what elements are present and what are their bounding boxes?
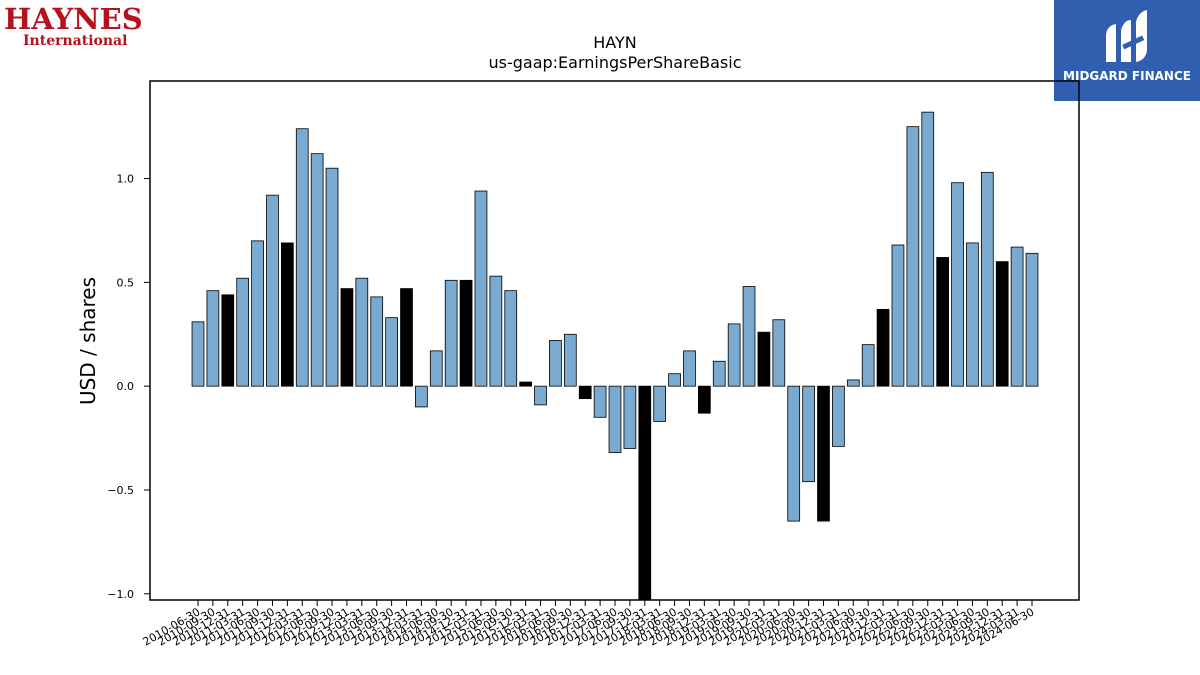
bar-2023-09-30	[980, 171, 994, 387]
y-tick-label: 0.5	[117, 276, 135, 289]
y-axis-label: USD / shares	[76, 277, 100, 405]
bar-2018-06-30	[668, 373, 681, 387]
bar-2022-03-31	[891, 244, 905, 387]
bar-2013-12-31	[400, 288, 413, 387]
bar-2017-03-31	[593, 385, 607, 418]
y-tick-label: 0.0	[117, 380, 135, 393]
bar-2024-06-30	[1025, 252, 1039, 387]
bar-2012-12-31	[340, 288, 354, 387]
bar-2023-12-31	[995, 261, 1009, 387]
bar-2016-09-30	[563, 333, 577, 387]
bar-2013-03-31	[355, 277, 369, 387]
bar-2018-12-31	[698, 385, 711, 414]
midgard-logo-text: MIDGARD FINANCE	[1063, 69, 1191, 83]
bar-2020-09-30	[802, 385, 815, 483]
bar-2021-03-31	[832, 385, 845, 447]
bar-2014-09-30	[444, 279, 458, 387]
bar-2010-06-30	[191, 321, 205, 387]
plot-frame	[149, 80, 1080, 601]
bar-2019-09-30	[742, 286, 756, 387]
bar-2012-03-31	[295, 128, 309, 387]
bar-2012-09-30	[325, 167, 339, 387]
bar-2015-09-30	[504, 290, 518, 387]
y-tick-label: −0.5	[107, 484, 134, 497]
chart-title: HAYN	[593, 33, 636, 52]
bar-2014-06-30	[429, 350, 443, 387]
bar-2017-09-30	[623, 385, 637, 449]
bar-2022-06-30	[906, 126, 920, 387]
bar-2022-09-30	[921, 111, 935, 387]
haynes-logo-line2: International	[23, 33, 128, 49]
haynes-logo-line1: HAYNES	[4, 2, 143, 36]
bar-2013-06-30	[370, 296, 384, 387]
bar-2015-03-31	[474, 190, 488, 387]
bar-2011-09-30	[266, 194, 279, 387]
bar-2015-12-31	[519, 381, 533, 387]
bar-2016-06-30	[549, 340, 562, 387]
bar-2021-09-30	[861, 344, 875, 387]
bar-2021-06-30	[846, 379, 860, 387]
bar-2018-03-31	[653, 385, 667, 422]
bar-2013-09-30	[385, 317, 398, 387]
bar-2017-12-31	[638, 385, 652, 601]
bar-2023-03-31	[951, 182, 964, 387]
bar-2016-12-31	[578, 385, 592, 400]
bar-2011-12-31	[280, 242, 294, 387]
bar-2020-06-30	[787, 385, 801, 522]
bar-2022-12-31	[936, 257, 950, 387]
x-ticks-group: 2010-06-302010-09-302010-12-312011-03-31…	[141, 600, 1037, 649]
bar-2019-06-30	[727, 323, 741, 387]
bar-2017-06-30	[608, 385, 622, 454]
bar-2012-06-30	[310, 153, 324, 387]
bar-2018-09-30	[683, 350, 696, 387]
bar-2011-03-31	[236, 277, 250, 387]
bar-2020-12-31	[817, 385, 830, 522]
bar-2023-06-30	[966, 242, 979, 387]
bar-2015-06-30	[489, 275, 503, 387]
bar-2021-12-31	[876, 308, 890, 387]
bar-2011-06-30	[251, 240, 264, 387]
bar-2020-03-31	[772, 319, 786, 387]
bar-2014-12-31	[459, 279, 473, 387]
bar-2019-03-31	[712, 360, 726, 387]
bar-2019-12-31	[757, 331, 771, 387]
midgard-m-icon	[1106, 10, 1147, 62]
bar-2016-03-31	[534, 385, 547, 406]
haynes-logo: HAYNES International	[4, 4, 164, 48]
bar-2024-03-31	[1010, 246, 1024, 387]
bar-2010-09-30	[206, 290, 220, 387]
chart-subtitle: us-gaap:EarningsPerShareBasic	[488, 53, 741, 72]
bar-2014-03-31	[415, 385, 428, 408]
y-tick-label: 1.0	[117, 173, 135, 186]
bars-group	[191, 111, 1039, 601]
y-ticks-group: −1.0 −0.5 0.0 0.5 1.0	[107, 173, 150, 601]
bar-2010-12-31	[221, 294, 235, 387]
y-tick-label: −1.0	[107, 588, 134, 601]
